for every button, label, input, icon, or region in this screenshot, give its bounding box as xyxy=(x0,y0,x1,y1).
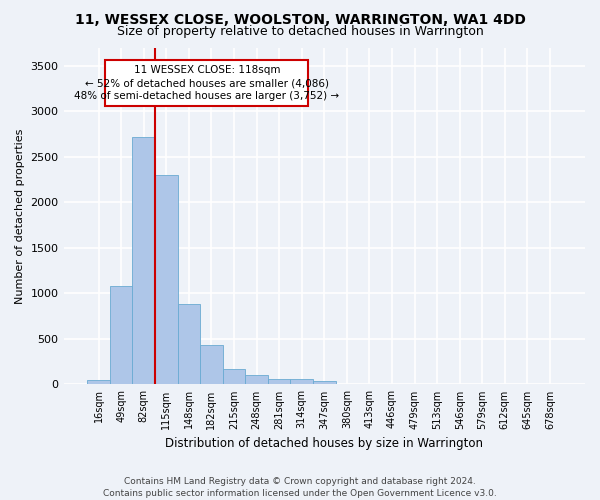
Text: ← 52% of detached houses are smaller (4,086): ← 52% of detached houses are smaller (4,… xyxy=(85,78,329,88)
Text: Contains HM Land Registry data © Crown copyright and database right 2024.
Contai: Contains HM Land Registry data © Crown c… xyxy=(103,476,497,498)
Text: 11, WESSEX CLOSE, WOOLSTON, WARRINGTON, WA1 4DD: 11, WESSEX CLOSE, WOOLSTON, WARRINGTON, … xyxy=(74,12,526,26)
Bar xyxy=(200,346,223,385)
Bar xyxy=(268,378,290,384)
Bar xyxy=(313,381,335,384)
Text: Size of property relative to detached houses in Warrington: Size of property relative to detached ho… xyxy=(116,25,484,38)
Bar xyxy=(110,286,133,384)
Bar xyxy=(290,380,313,384)
Y-axis label: Number of detached properties: Number of detached properties xyxy=(15,128,25,304)
Bar xyxy=(178,304,200,384)
Bar xyxy=(87,380,110,384)
Text: 48% of semi-detached houses are larger (3,752) →: 48% of semi-detached houses are larger (… xyxy=(74,91,340,101)
Bar xyxy=(155,175,178,384)
Bar xyxy=(133,136,155,384)
X-axis label: Distribution of detached houses by size in Warrington: Distribution of detached houses by size … xyxy=(165,437,483,450)
Text: 11 WESSEX CLOSE: 118sqm: 11 WESSEX CLOSE: 118sqm xyxy=(134,66,280,76)
FancyBboxPatch shape xyxy=(106,60,308,106)
Bar xyxy=(245,376,268,384)
Bar xyxy=(223,370,245,384)
